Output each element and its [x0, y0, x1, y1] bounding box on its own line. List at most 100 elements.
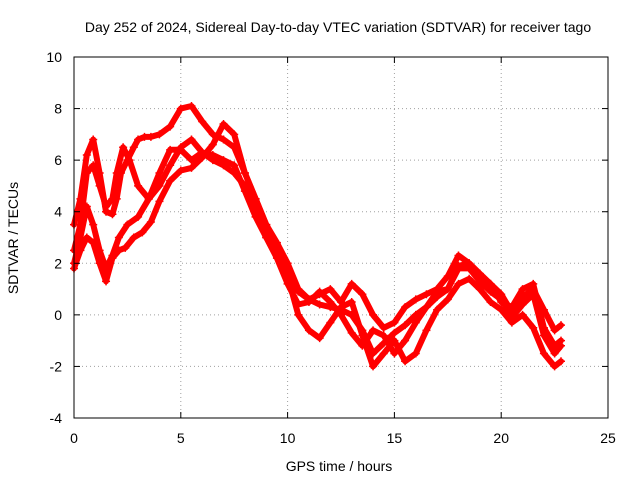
data-point-marker [475, 269, 484, 278]
data-point-marker [219, 135, 228, 144]
series-track-3 [70, 145, 566, 371]
data-point-marker [129, 143, 138, 152]
data-point-marker [422, 303, 431, 312]
data-point-marker [411, 318, 420, 327]
data-point-marker [401, 303, 410, 312]
series-track-2 [70, 135, 566, 358]
data-point-marker [198, 153, 207, 162]
data-point-marker [390, 336, 399, 345]
data-point-marker [369, 349, 378, 358]
axis-ticks: 0 5 10 15 20 25 -4 -2 0 2 4 6 8 10 [46, 49, 616, 446]
data-point-marker [82, 202, 91, 211]
data-point-marker [358, 326, 367, 335]
data-point-marker [454, 279, 463, 288]
data-point-marker [411, 349, 420, 358]
data-point-marker [76, 246, 85, 255]
data-point-marker [422, 326, 431, 335]
data-point-marker [379, 331, 388, 340]
data-point-marker [347, 279, 356, 288]
data-point-marker [89, 135, 98, 144]
data-point-marker [347, 310, 356, 319]
data-point-marker [326, 303, 335, 312]
y-axis-label: SDTVAR / TECUs [5, 182, 21, 294]
data-point-marker [187, 163, 196, 172]
data-point-marker [390, 349, 399, 358]
data-point-marker [475, 285, 484, 294]
data-point-marker [176, 104, 185, 113]
data-point-marker [518, 292, 527, 301]
data-point-marker [125, 156, 134, 165]
data-point-marker [486, 287, 495, 296]
data-point-marker [230, 161, 239, 170]
data-point-marker [208, 140, 217, 149]
data-point-marker [262, 220, 271, 229]
data-point-marker [390, 318, 399, 327]
y-tick-label: 10 [46, 49, 62, 65]
data-point-marker [108, 194, 117, 203]
data-point-marker [518, 310, 527, 319]
data-point-marker [208, 150, 217, 159]
data-point-marker [411, 310, 420, 319]
data-point-marker [219, 120, 228, 129]
data-point-marker [121, 243, 130, 252]
y-tick-label: 8 [54, 101, 62, 117]
data-point-marker [390, 328, 399, 337]
data-point-marker [114, 246, 123, 255]
data-point-marker [283, 259, 292, 268]
data-point-marker [550, 362, 559, 371]
data-point-marker [465, 259, 474, 268]
data-point-marker [411, 295, 420, 304]
data-point-marker [198, 117, 207, 126]
data-point-marker [454, 251, 463, 260]
data-point-marker [529, 285, 538, 294]
data-point-marker [262, 233, 271, 242]
data-point-marker [272, 238, 281, 247]
y-tick-label: -4 [50, 410, 63, 426]
data-point-marker [155, 197, 164, 206]
data-point-marker [108, 254, 117, 263]
data-point-marker [187, 156, 196, 165]
data-point-marker [187, 135, 196, 144]
chart-title: Day 252 of 2024, Sidereal Day-to-day VTE… [85, 19, 592, 35]
data-point-marker [358, 290, 367, 299]
data-point-marker [166, 145, 175, 154]
data-point-marker [465, 274, 474, 283]
data-point-marker [129, 233, 138, 242]
data-point-marker [379, 339, 388, 348]
data-point-marker [134, 212, 143, 221]
series-track-4 [70, 120, 566, 358]
data-point-marker [486, 297, 495, 306]
x-axis-label: GPS time / hours [286, 458, 393, 474]
data-point-marker [379, 323, 388, 332]
data-point-marker [315, 287, 324, 296]
data-point-marker [176, 166, 185, 175]
data-point-marker [443, 295, 452, 304]
y-tick-label: 2 [54, 255, 62, 271]
data-point-marker [112, 169, 121, 178]
data-point-marker [155, 169, 164, 178]
series-trace [71, 121, 564, 357]
data-point-marker [379, 349, 388, 358]
data-point-marker [347, 297, 356, 306]
data-point-marker [138, 228, 147, 237]
data-point-marker [369, 362, 378, 371]
data-point-marker [433, 305, 442, 314]
data-point-marker [240, 187, 249, 196]
data-point-marker [337, 305, 345, 314]
data-point-marker [497, 290, 506, 299]
y-tick-label: 4 [54, 204, 62, 220]
data-point-marker [89, 161, 98, 170]
data-point-marker [326, 285, 335, 294]
data-point-marker [557, 341, 566, 350]
data-point-marker [507, 308, 516, 317]
data-point-marker [102, 277, 111, 286]
data-point-marker [401, 336, 410, 345]
x-tick-label: 20 [493, 430, 509, 446]
y-tick-label: -2 [50, 358, 63, 374]
data-point-marker [166, 161, 175, 170]
data-point-marker [539, 331, 548, 340]
data-point-marker [475, 277, 484, 286]
data-point-marker [187, 101, 196, 110]
